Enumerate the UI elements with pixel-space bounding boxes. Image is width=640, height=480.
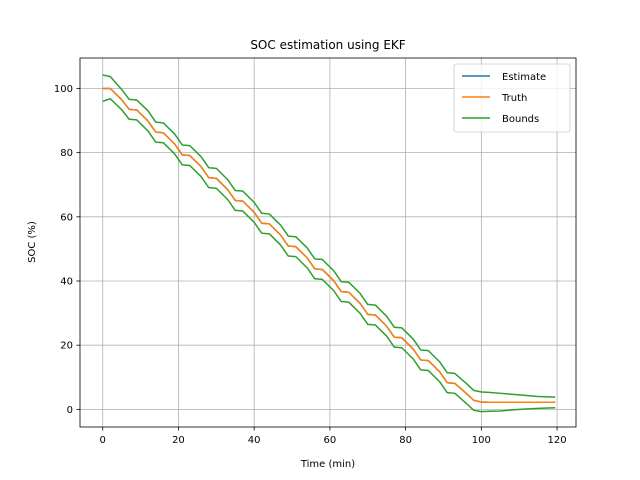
x-tick-label: 100 [472, 435, 491, 446]
axis-ticks: 0 20 40 60 80 100 120 0 20 40 60 80 100 [54, 84, 567, 446]
legend-label-estimate: Estimate [502, 72, 546, 83]
chart-title: SOC estimation using EKF [250, 38, 405, 52]
legend-label-truth: Truth [501, 93, 527, 104]
y-tick-label: 0 [67, 405, 73, 416]
series-line-truth [102, 87, 556, 404]
x-tick-label: 0 [100, 435, 106, 446]
series-line-bounds-lower [102, 98, 556, 413]
series-line-bounds [102, 74, 556, 398]
y-axis-label: SOC (%) [27, 221, 38, 263]
y-tick-label: 100 [54, 84, 73, 95]
legend-label-bounds: Bounds [502, 114, 539, 125]
y-tick-label: 20 [60, 341, 73, 352]
x-tick-label: 60 [324, 435, 337, 446]
x-tick-label: 20 [172, 435, 185, 446]
x-axis-label: Time (min) [300, 459, 355, 470]
x-tick-label: 40 [248, 435, 261, 446]
plot-frame [79, 57, 577, 428]
legend: Estimate Truth Bounds [453, 63, 571, 133]
y-tick-label: 40 [60, 277, 73, 288]
series-line-estimate [102, 87, 556, 404]
y-tick-label: 80 [60, 148, 73, 159]
series-lines [102, 74, 556, 413]
legend-box [453, 63, 571, 133]
y-tick-label: 60 [60, 212, 73, 223]
x-tick-label: 80 [399, 435, 412, 446]
x-tick-label: 120 [548, 435, 567, 446]
